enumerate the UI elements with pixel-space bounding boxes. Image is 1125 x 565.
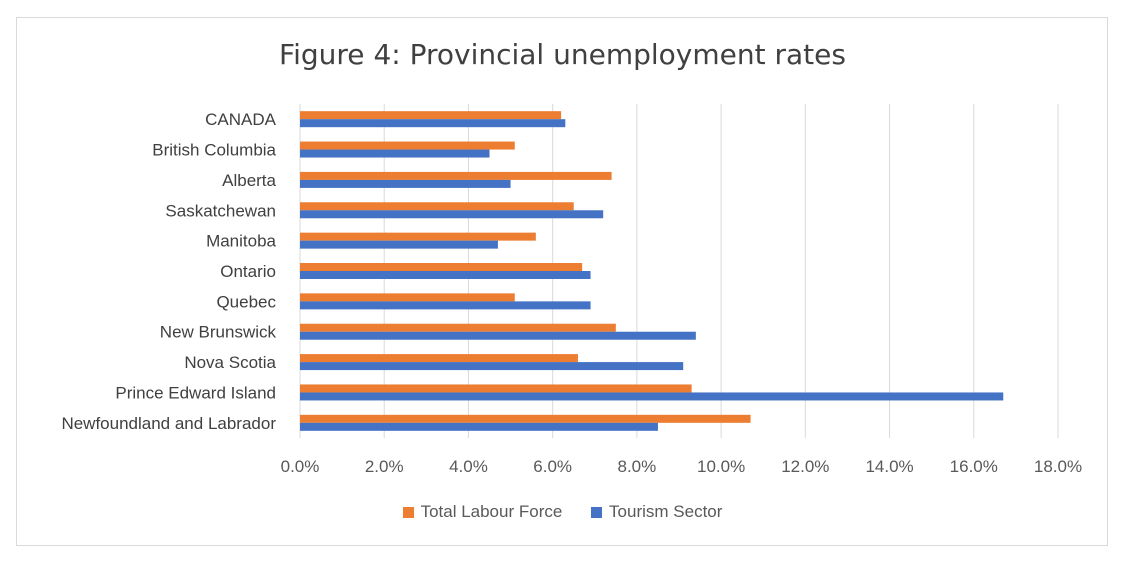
category-label: Quebec [216,292,276,311]
chart-title: Figure 4: Provincial unemployment rates [279,38,846,71]
bar-total-labour-force [300,354,578,363]
legend-label-tourism-sector: Tourism Sector [609,502,723,521]
bar-total-labour-force [300,232,536,241]
bar-total-labour-force [300,171,612,180]
bar-tourism-sector [300,240,498,249]
x-tick-label: 10.0% [697,457,745,476]
legend-swatch-total-labour-force [402,506,414,518]
bar-total-labour-force [300,293,515,302]
bar-total-labour-force [300,263,583,271]
category-label: Saskatchewan [165,201,276,220]
legend: Total Labour Force Tourism Sector [0,502,1125,523]
category-label: Ontario [220,262,276,281]
bar-total-labour-force [300,384,692,393]
bar-tourism-sector [300,210,604,219]
bar-total-labour-force [300,111,562,120]
x-tick-label: 6.0% [533,457,572,476]
legend-swatch-tourism-sector [591,506,603,518]
x-tick-label: 16.0% [950,457,998,476]
legend-label-total-labour-force: Total Labour Force [420,502,563,521]
category-label: Alberta [222,171,276,190]
x-tick-label: 2.0% [365,457,404,476]
x-tick-label: 8.0% [618,457,657,476]
category-label: Nova Scotia [184,353,276,372]
category-label: Manitoba [206,232,276,251]
x-tick-label: 0.0% [281,457,320,476]
x-tick-label: 4.0% [449,457,488,476]
category-label: British Columbia [152,141,276,160]
bar-tourism-sector [300,331,696,340]
legend-item-tourism-sector: Tourism Sector [591,502,722,522]
bar-tourism-sector [300,179,511,188]
bar-tourism-sector [300,149,490,158]
chart-frame [16,17,1108,546]
bar-tourism-sector [300,119,566,128]
category-label: New Brunswick [160,323,277,342]
bar-tourism-sector [300,301,591,310]
bar-total-labour-force [300,202,574,211]
x-tick-label: 18.0% [1034,457,1082,476]
bar-tourism-sector [300,362,684,371]
bar-total-labour-force [300,141,515,150]
category-label: CANADA [205,110,277,129]
bar-tourism-sector [300,271,591,279]
legend-item-total-labour-force: Total Labour Force [402,502,563,522]
bar-total-labour-force [300,414,751,423]
x-tick-label: 12.0% [781,457,829,476]
bar-tourism-sector [300,422,658,431]
category-label: Newfoundland and Labrador [61,414,276,433]
category-label: Prince Edward Island [115,383,276,402]
x-tick-label: 14.0% [865,457,913,476]
bar-total-labour-force [300,323,616,332]
bar-tourism-sector [300,392,1004,401]
